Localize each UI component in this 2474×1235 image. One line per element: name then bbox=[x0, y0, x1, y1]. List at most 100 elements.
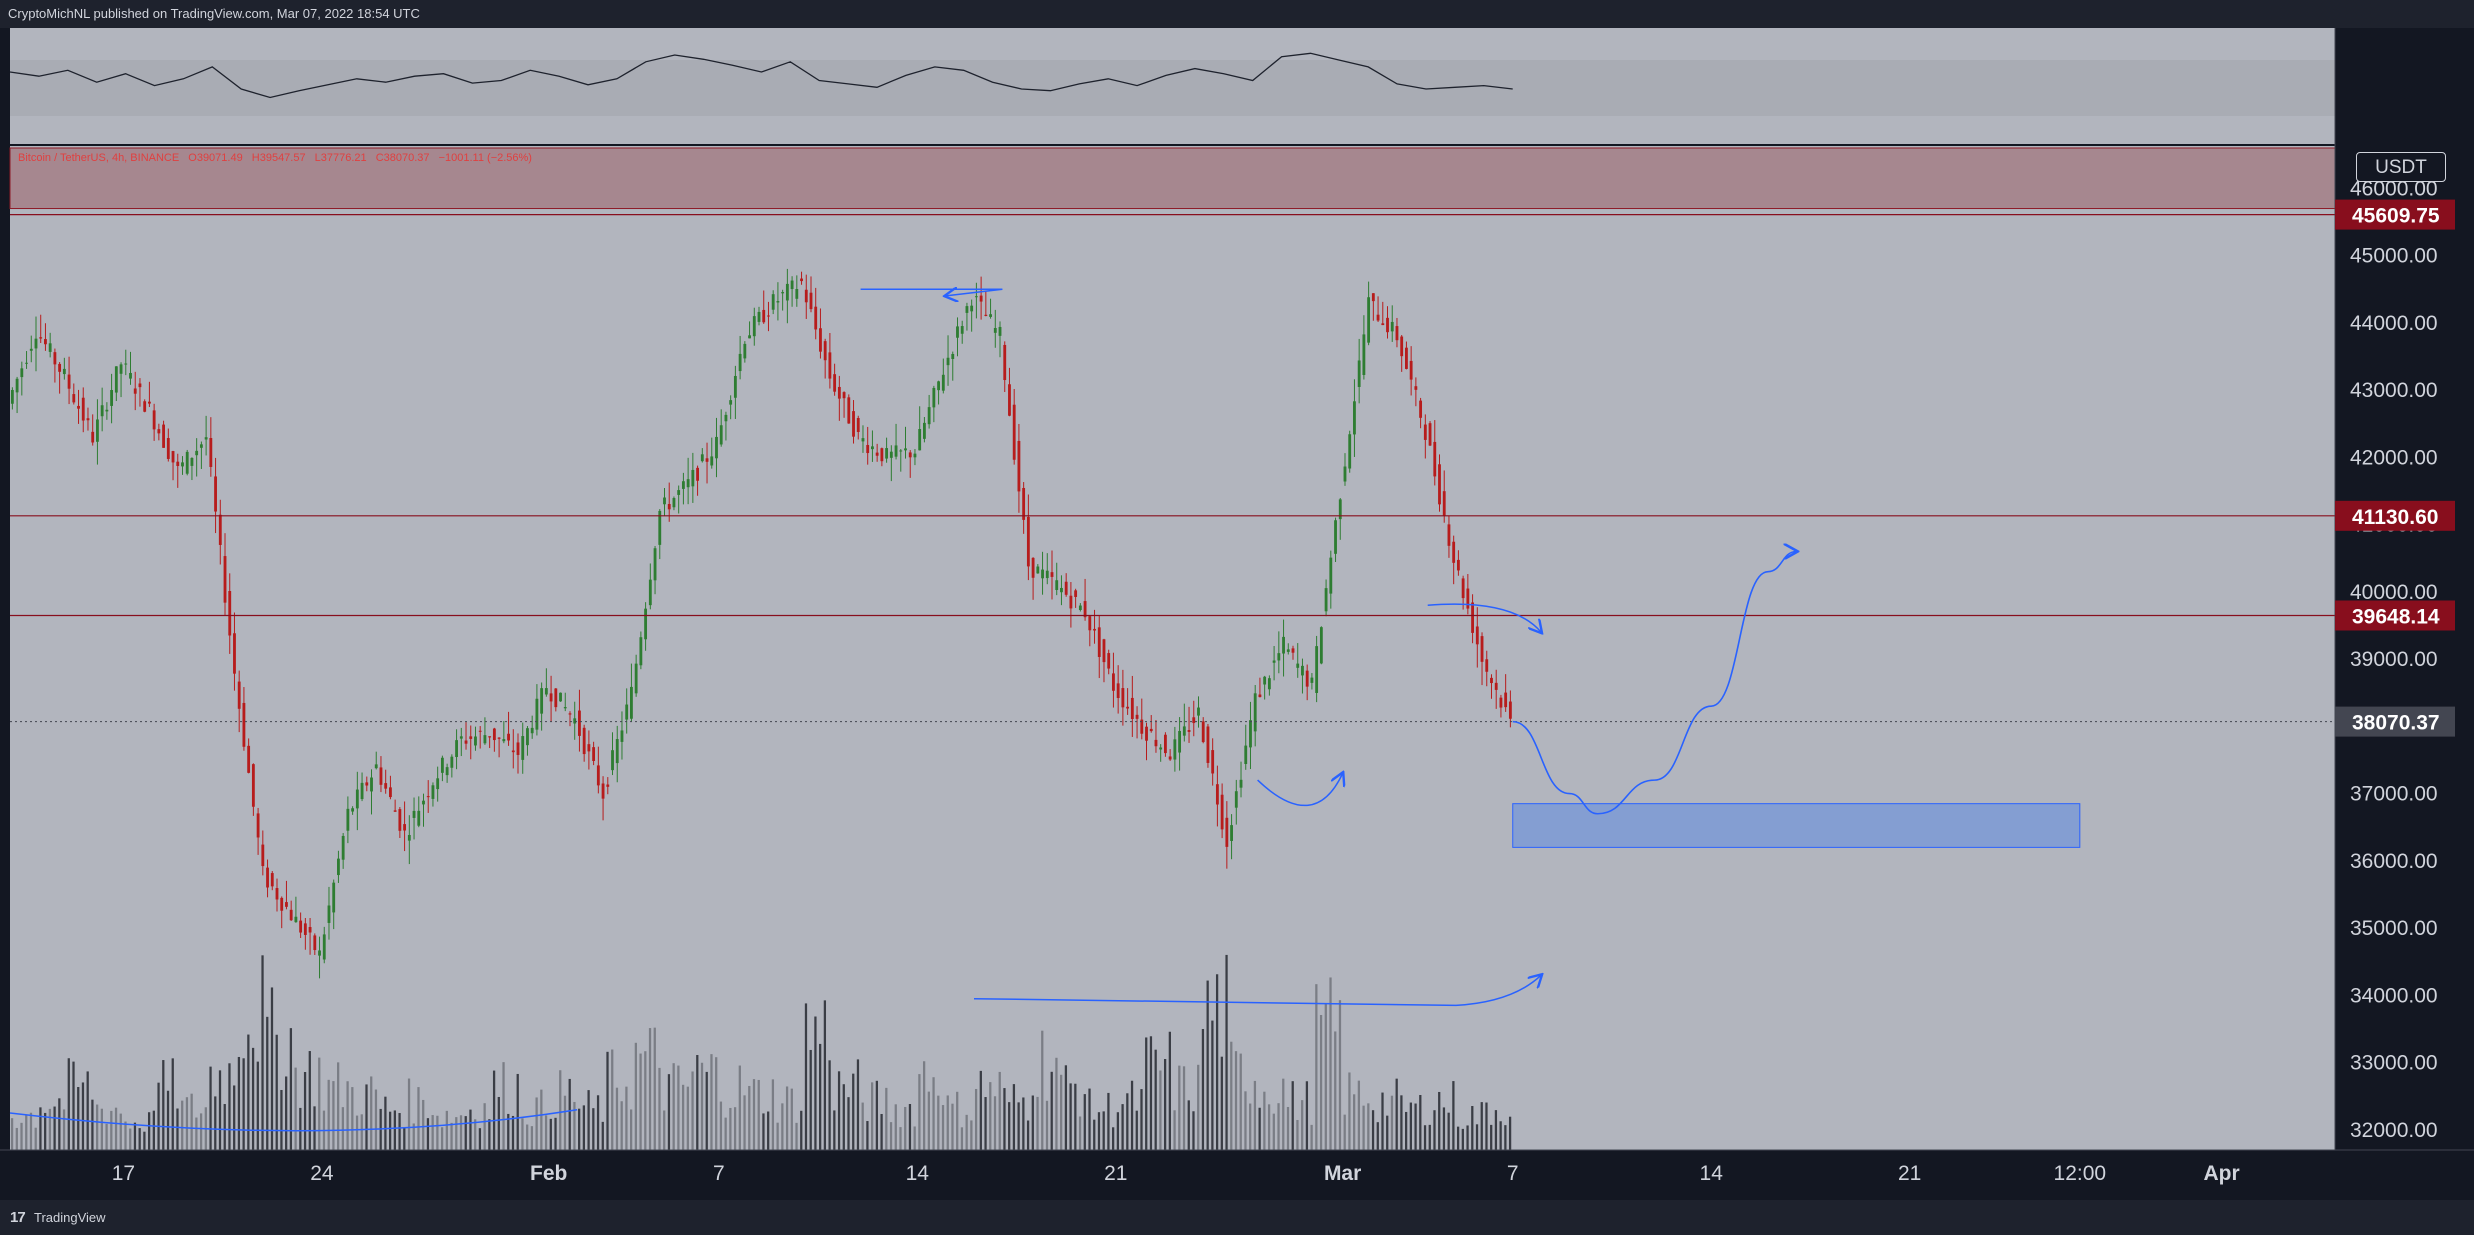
volume-bar bbox=[762, 1113, 765, 1150]
candle-up bbox=[181, 462, 184, 467]
volume-bar bbox=[199, 1113, 203, 1150]
resistance-zone bbox=[9, 147, 2336, 210]
volume-bar bbox=[696, 1055, 699, 1150]
volume-bar bbox=[563, 1095, 567, 1150]
candle-up bbox=[573, 718, 577, 724]
candle-up bbox=[1060, 587, 1063, 593]
volume-bar bbox=[970, 1120, 973, 1150]
candle-up bbox=[1315, 646, 1319, 693]
volume-bar bbox=[100, 1108, 103, 1150]
rsi-panel: 80.00 bbox=[9, 34, 2409, 146]
candle-up bbox=[440, 757, 444, 773]
candle-down bbox=[1069, 595, 1073, 609]
volume-bar bbox=[752, 1079, 756, 1150]
volume-bar bbox=[601, 1121, 604, 1150]
candle-down bbox=[880, 448, 884, 462]
candle-up bbox=[110, 389, 114, 406]
candle-up bbox=[663, 497, 666, 505]
candle-up bbox=[1286, 649, 1290, 652]
candle-up bbox=[1343, 466, 1347, 482]
volume-bar bbox=[181, 1100, 184, 1150]
volume-bar bbox=[596, 1095, 600, 1150]
volume-bar bbox=[672, 1063, 675, 1150]
currency-badge[interactable]: USDT bbox=[2356, 152, 2446, 182]
price-tick-label: 44000.00 bbox=[2350, 312, 2438, 335]
double-top-arrow bbox=[860, 289, 1003, 296]
volume-bar bbox=[658, 1067, 661, 1150]
price-chart[interactable]: 80.00 32000.00 33000.00 34000.00 35000.00 36… bbox=[0, 28, 2474, 1200]
volume-bar bbox=[1163, 1059, 1167, 1150]
candle-down bbox=[1074, 590, 1078, 597]
volume-bar bbox=[974, 1088, 978, 1150]
volume-bar bbox=[1348, 1072, 1351, 1150]
volume-bar bbox=[195, 1117, 198, 1150]
candle-down bbox=[261, 844, 265, 867]
volume-bar bbox=[256, 1061, 259, 1150]
volume-bar bbox=[228, 1063, 231, 1150]
volume-bar bbox=[937, 1095, 940, 1150]
tradingview-logo-icon: 17 bbox=[10, 1209, 26, 1226]
candle-up bbox=[1319, 627, 1323, 664]
candle-down bbox=[507, 733, 510, 741]
volume-bar bbox=[233, 1085, 236, 1150]
volume-bar bbox=[1041, 1030, 1044, 1150]
candle-up bbox=[450, 756, 454, 768]
volume-bar bbox=[384, 1096, 387, 1150]
volume-bar bbox=[469, 1109, 472, 1150]
volume-bar bbox=[280, 1089, 283, 1150]
candle-down bbox=[601, 783, 605, 799]
candle-down bbox=[516, 742, 520, 755]
volume-bar bbox=[124, 1121, 127, 1150]
candle-down bbox=[800, 278, 803, 282]
candle-down bbox=[819, 328, 822, 352]
candle-down bbox=[214, 476, 217, 512]
candle-up bbox=[719, 425, 723, 445]
volume-bar bbox=[989, 1082, 992, 1150]
candle-down bbox=[908, 452, 912, 458]
candle-up bbox=[544, 688, 548, 695]
volume-bar bbox=[39, 1107, 42, 1150]
volume-bar bbox=[474, 1119, 477, 1150]
candle-up bbox=[1041, 569, 1044, 579]
candle-up bbox=[445, 767, 449, 776]
volume-bar bbox=[1296, 1120, 1299, 1150]
candle-up bbox=[195, 450, 199, 456]
volume-bar bbox=[214, 1096, 217, 1150]
volume-bar bbox=[1012, 1084, 1016, 1150]
candle-up bbox=[521, 736, 525, 760]
candle-up bbox=[625, 704, 629, 720]
volume-bar bbox=[729, 1107, 732, 1150]
candle-down bbox=[53, 352, 57, 365]
candle-up bbox=[776, 301, 780, 303]
candle-up bbox=[946, 357, 950, 366]
candle-up bbox=[630, 686, 633, 719]
candle-down bbox=[847, 397, 851, 424]
candle-down bbox=[1419, 400, 1423, 418]
volume-bar bbox=[1097, 1112, 1101, 1150]
candle-down bbox=[1031, 557, 1035, 578]
time-tick-label: Feb bbox=[530, 1162, 567, 1185]
time-axis[interactable]: 17 24 Feb 7 14 21 Mar 7 14 21 12:00 Apr bbox=[0, 1149, 2474, 1200]
volume-bar bbox=[719, 1101, 723, 1150]
volume-bar bbox=[67, 1058, 70, 1150]
candle-up bbox=[1390, 321, 1394, 332]
candle-up bbox=[644, 608, 648, 640]
volume-bar bbox=[1357, 1080, 1361, 1150]
main-panel[interactable] bbox=[9, 147, 2336, 1150]
candle-down bbox=[856, 417, 860, 433]
candle-down bbox=[1215, 784, 1219, 805]
volume-bar bbox=[412, 1123, 415, 1150]
rejection-arrow bbox=[1427, 603, 1541, 632]
volume-bar bbox=[53, 1106, 56, 1150]
candle-down bbox=[1130, 697, 1134, 719]
candle-down bbox=[596, 765, 600, 786]
candle-down bbox=[1409, 360, 1413, 380]
volume-bar bbox=[559, 1070, 562, 1150]
volume-bar bbox=[715, 1057, 718, 1150]
volume-bar bbox=[58, 1098, 61, 1150]
candle-down bbox=[171, 451, 175, 463]
volume-bar bbox=[251, 1047, 255, 1150]
volume-bar bbox=[1471, 1106, 1474, 1150]
candle-up bbox=[1178, 730, 1182, 753]
price-axis[interactable]: 32000.00 33000.00 34000.00 35000.00 36000.00… bbox=[2334, 28, 2474, 1150]
